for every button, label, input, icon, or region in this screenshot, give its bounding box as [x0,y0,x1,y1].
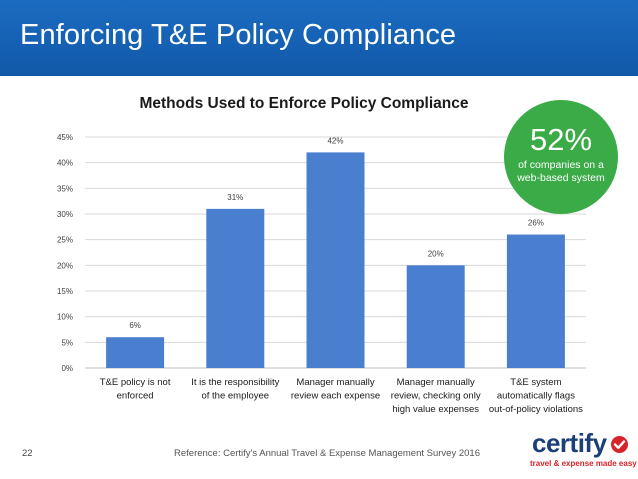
x-tick-label: review each expense [291,391,380,402]
bar [206,208,265,368]
stat-badge: 52% of companies on a web-based system [504,100,618,214]
bars [106,152,565,368]
x-tick-label: Manager manually [296,377,374,388]
y-tick-label: 40% [57,159,73,168]
certify-logo: certify travel & expense made easy [526,428,637,472]
reference-note: Reference: Certify's Annual Travel & Exp… [174,448,480,459]
x-tick-label: enforced [117,391,154,402]
slide-title: Enforcing T&E Policy Compliance [20,19,457,51]
data-labels: 6% 31% 42% 20% 26% [129,136,544,330]
x-tick-label: T&E policy is not [100,377,171,388]
y-tick-label: 30% [57,210,73,219]
y-axis-ticks: 0% 5% 10% 15% 20% 25% 30% 35% 40% 45% [57,133,73,373]
x-tick-label: It is the responsibility [191,377,279,388]
bar [306,152,365,368]
x-tick-label: high value expenses [392,404,479,415]
bar [106,337,165,368]
x-tick-label: out-of-policy violations [489,404,583,415]
y-tick-label: 35% [57,184,73,193]
y-tick-label: 5% [61,338,73,347]
stat-caption: of companies on a web-based system [517,159,605,184]
y-tick-label: 0% [61,364,73,373]
data-label: 31% [227,193,243,202]
x-tick-label: review, checking only [391,391,481,402]
chart-title: Methods Used to Enforce Policy Complianc… [139,95,469,112]
data-label: 20% [428,249,444,258]
x-tick-label: T&E system [510,377,561,388]
y-tick-label: 15% [57,287,73,296]
y-tick-label: 25% [57,236,73,245]
y-tick-label: 10% [57,313,73,322]
x-axis-ticks: T&E policy is not enforced It is the respo… [100,377,583,415]
stat-value: 52% [529,122,593,157]
bar [406,265,465,368]
data-label: 26% [528,219,544,228]
logo-tagline: travel & expense made easy [530,459,637,468]
bar [506,234,565,368]
logo-wordmark: certify [532,428,607,458]
page-number: 22 [22,448,33,459]
y-tick-label: 20% [57,261,73,270]
x-tick-label: Manager manually [397,377,475,388]
y-tick-label: 45% [57,133,73,142]
data-label: 6% [129,321,141,330]
x-tick-label: of the employee [201,391,269,402]
data-label: 42% [327,136,343,145]
check-icon [611,436,628,453]
title-bar: Enforcing T&E Policy Compliance [0,0,638,76]
x-tick-label: automatically flags [497,391,575,402]
